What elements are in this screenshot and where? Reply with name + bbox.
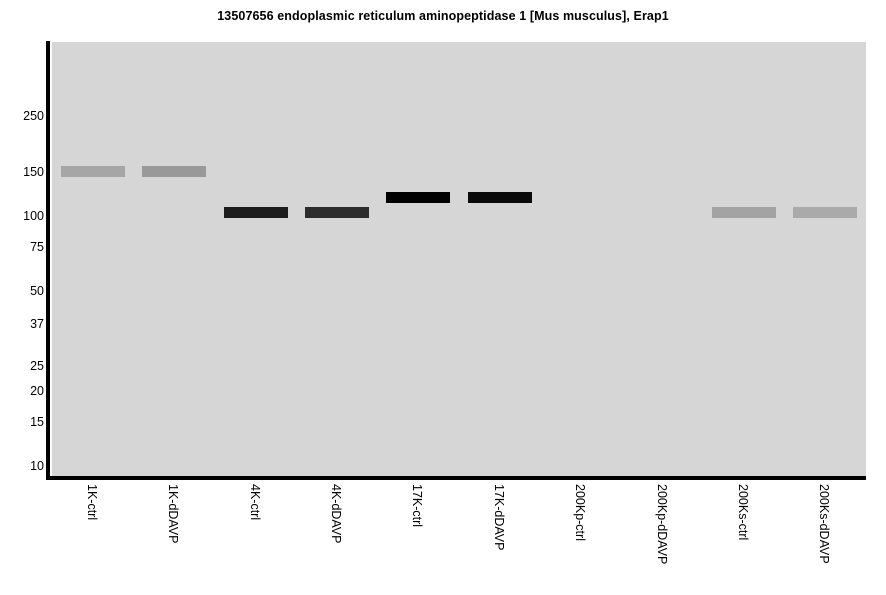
x-axis-tick-label: 1K-dDAVP xyxy=(166,484,180,544)
y-axis-tick-label: 150 xyxy=(23,164,44,179)
y-axis-tick-label: 250 xyxy=(23,109,44,123)
y-axis-tick-label: 15 xyxy=(30,414,44,429)
x-axis-tick-label: 4K-ctrl xyxy=(248,484,262,521)
x-axis-line xyxy=(46,476,866,480)
x-axis-tick-label: 200Ks-ctrl xyxy=(736,484,750,541)
page-title: 13507656 endoplasmic reticulum aminopept… xyxy=(217,9,669,23)
gel-band xyxy=(793,207,857,218)
y-axis-tick-label: 100 xyxy=(23,208,44,223)
gel-band xyxy=(142,166,206,177)
x-axis-tick-label: 4K-dDAVP xyxy=(329,484,343,544)
gel-band xyxy=(712,207,776,218)
gel-band xyxy=(468,192,532,203)
y-axis-tick-labels: 250 150 100 75 50 37 25 20 15 10 xyxy=(0,0,44,595)
y-axis-tick-label: 20 xyxy=(30,383,44,398)
x-axis-tick-label: 200Ks-dDAVP xyxy=(817,484,831,564)
y-axis-tick-label: 10 xyxy=(30,459,44,473)
gel-band xyxy=(224,207,288,218)
y-axis-tick-label: 37 xyxy=(30,316,44,331)
gel-band xyxy=(305,207,369,218)
x-axis-tick-label: 17K-ctrl xyxy=(410,484,424,528)
gel-band xyxy=(386,192,450,203)
gel-band xyxy=(61,166,125,177)
x-axis-tick-label: 200Kp-ctrl xyxy=(573,484,587,541)
x-axis-tick-label: 17K-dDAVP xyxy=(492,484,506,551)
y-axis-tick-label: 50 xyxy=(30,284,44,298)
y-axis-tick-label: 75 xyxy=(30,239,44,254)
y-axis-line xyxy=(46,41,50,480)
x-axis-tick-label: 200Kp-dDAVP xyxy=(655,484,669,565)
plot-area xyxy=(52,42,866,478)
y-axis-tick-label: 25 xyxy=(30,359,44,374)
x-axis-tick-label: 1K-ctrl xyxy=(85,484,99,521)
